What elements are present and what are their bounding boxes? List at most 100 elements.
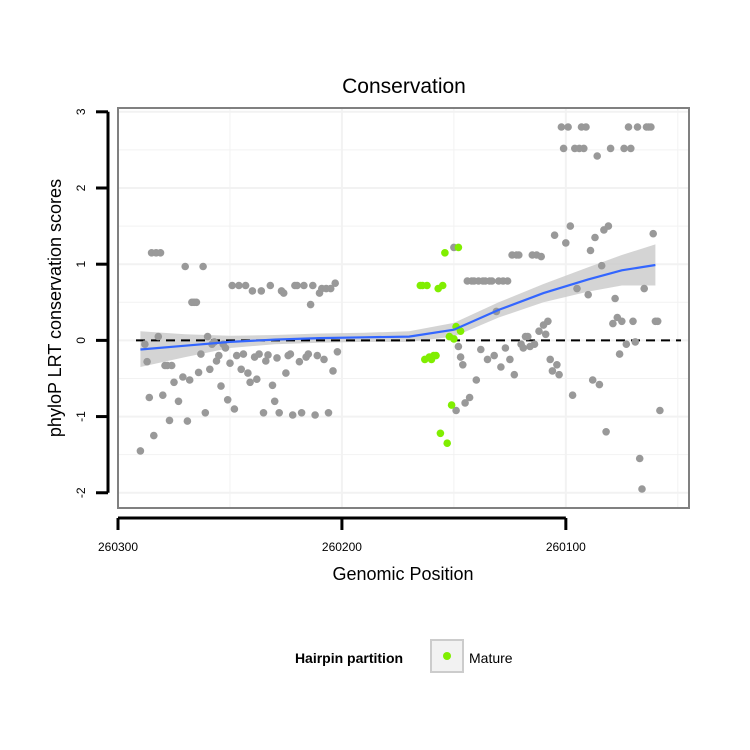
- x-axis-title: Genomic Position: [332, 564, 473, 584]
- other-point: [510, 370, 519, 379]
- other-point: [203, 332, 212, 341]
- other-point: [141, 340, 149, 349]
- other-point: [145, 393, 154, 402]
- mature-point: [447, 401, 456, 409]
- other-point: [228, 281, 236, 290]
- other-point: [255, 350, 263, 358]
- other-point: [611, 294, 619, 303]
- other-point: [519, 344, 528, 352]
- other-point: [656, 406, 664, 415]
- other-point: [279, 289, 288, 297]
- mature-point: [438, 281, 447, 290]
- other-point: [286, 350, 295, 358]
- other-point: [167, 361, 176, 370]
- other-point: [472, 376, 481, 384]
- other-point: [248, 287, 257, 295]
- mature-point: [436, 429, 445, 438]
- other-point: [232, 351, 241, 360]
- mature-point: [441, 249, 449, 257]
- other-point: [546, 355, 554, 364]
- other-point: [329, 367, 337, 375]
- other-point: [618, 317, 626, 326]
- other-point: [183, 417, 192, 425]
- x-tick-label: 260100: [546, 540, 586, 554]
- other-point: [309, 281, 317, 290]
- other-point: [230, 405, 239, 413]
- other-point: [602, 428, 610, 436]
- other-point: [609, 319, 617, 328]
- other-point: [606, 144, 615, 153]
- other-point: [624, 123, 633, 131]
- other-point: [593, 152, 601, 160]
- other-point: [300, 281, 308, 290]
- mature-point: [456, 327, 465, 336]
- smooth-trend-line: [140, 263, 656, 351]
- other-point: [615, 350, 624, 358]
- other-point: [553, 361, 561, 369]
- mature-point: [423, 281, 431, 290]
- other-point: [244, 369, 252, 377]
- other-point: [530, 340, 539, 349]
- other-point: [331, 279, 340, 288]
- other-point: [306, 300, 315, 309]
- other-point: [537, 252, 545, 261]
- y-tick-label: 1: [74, 261, 88, 268]
- chart-title: Conservation: [342, 75, 466, 98]
- other-point: [262, 357, 270, 365]
- other-point: [627, 144, 635, 153]
- other-point: [239, 350, 248, 358]
- other-point: [647, 123, 655, 131]
- other-point: [568, 391, 577, 400]
- y-axis-title: phyloP LRT conservation scores: [45, 179, 65, 437]
- other-point: [573, 284, 581, 293]
- other-point: [497, 363, 505, 371]
- other-point: [638, 485, 646, 493]
- legend-key-mature-point: [443, 652, 451, 660]
- other-point: [588, 376, 597, 384]
- x-tick-label: 260300: [98, 540, 138, 554]
- other-point: [201, 409, 210, 417]
- other-point: [515, 251, 523, 259]
- other-point: [488, 277, 496, 285]
- other-point: [562, 239, 570, 247]
- other-point: [246, 378, 254, 387]
- other-point: [259, 409, 268, 417]
- legend-label-mature: Mature: [469, 650, 513, 666]
- other-point: [333, 348, 342, 356]
- other-point: [199, 262, 207, 271]
- other-point: [304, 350, 313, 358]
- other-point: [293, 281, 301, 290]
- mature-point: [443, 439, 452, 448]
- y-tick-label: 0: [74, 337, 88, 344]
- other-point: [143, 357, 151, 366]
- other-point: [566, 222, 575, 230]
- confidence-band-layer: [140, 244, 656, 367]
- other-point: [206, 365, 214, 374]
- other-point: [452, 406, 460, 415]
- other-point: [324, 409, 333, 417]
- other-point: [221, 344, 230, 352]
- other-point: [264, 351, 272, 359]
- other-point: [185, 376, 194, 384]
- other-point: [288, 411, 297, 419]
- other-point: [215, 351, 223, 360]
- other-point: [150, 431, 158, 440]
- other-point: [159, 391, 167, 400]
- other-point: [266, 281, 275, 290]
- other-point: [282, 369, 290, 377]
- other-point: [326, 284, 335, 293]
- other-point: [170, 378, 178, 387]
- other-point: [295, 357, 304, 366]
- confidence-band: [140, 244, 656, 367]
- other-point: [555, 370, 563, 379]
- other-point: [548, 367, 557, 375]
- other-point: [154, 332, 163, 341]
- other-point: [501, 344, 510, 352]
- other-point: [544, 317, 552, 326]
- other-point: [582, 123, 590, 131]
- x-tick-label: 260200: [322, 540, 362, 554]
- other-point: [631, 338, 640, 346]
- other-point: [622, 340, 631, 349]
- other-point: [197, 350, 205, 358]
